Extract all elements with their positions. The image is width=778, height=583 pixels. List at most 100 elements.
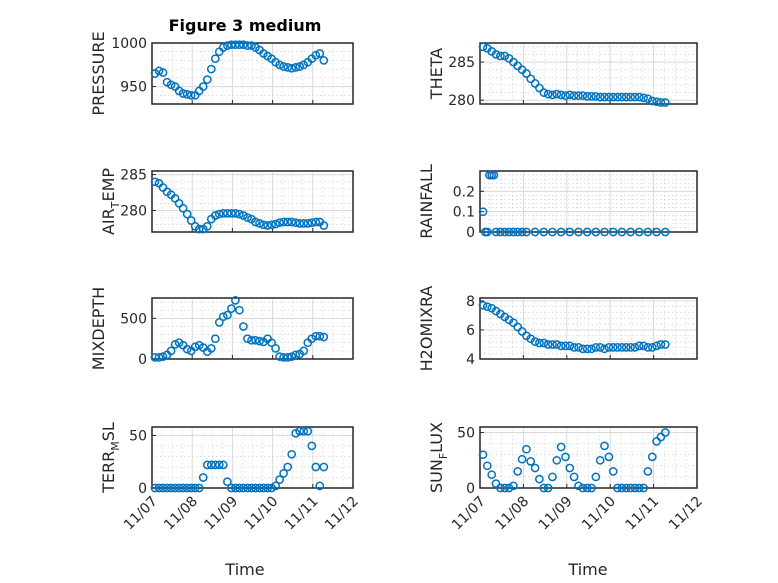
data-point [259, 483, 268, 493]
data-point [247, 41, 256, 50]
axes-box [151, 170, 354, 233]
data-point [178, 203, 188, 213]
data-point [198, 473, 208, 482]
data-point [656, 340, 666, 349]
plot-area [151, 426, 354, 489]
series-h2omixra [478, 300, 670, 354]
xtick-label: 11/11 [282, 494, 322, 534]
ytick-label: 0 [466, 481, 475, 497]
data-point [604, 92, 614, 102]
data-point [166, 346, 176, 356]
data-point [287, 217, 297, 227]
data-point [478, 207, 488, 217]
data-point [271, 219, 280, 229]
xlabel-right: Time [567, 560, 607, 579]
data-point [556, 442, 566, 452]
data-point [608, 227, 618, 237]
data-point [522, 444, 531, 454]
data-point [202, 75, 212, 84]
data-point [239, 40, 248, 50]
data-point [223, 310, 232, 320]
data-point [227, 304, 236, 313]
data-point [287, 352, 297, 361]
data-point [643, 94, 653, 104]
data-point [582, 344, 592, 354]
data-point [251, 483, 260, 493]
data-point [617, 343, 627, 352]
data-point [543, 340, 553, 349]
data-point [522, 69, 531, 78]
data-point [158, 68, 168, 77]
xtick-label: 11/09 [536, 494, 576, 534]
data-point [574, 481, 583, 491]
data-point [517, 227, 527, 237]
ytick-label: 500 [120, 311, 147, 327]
xtick-label: 11/08 [161, 494, 201, 534]
data-point [303, 426, 313, 436]
data-point [247, 335, 256, 345]
ytick-label: 4 [466, 352, 475, 368]
data-point [634, 483, 644, 493]
ytick-label: 0.2 [453, 184, 475, 200]
axes-h2omixra: 4 6 8 H2OMIXRA [417, 286, 698, 371]
data-point [243, 483, 252, 493]
data-point [231, 483, 240, 493]
data-point [513, 467, 523, 476]
data-point [526, 457, 536, 466]
ytick-label: 285 [448, 55, 475, 71]
axes-mixdepth: 0 500 MIXDEPTH [89, 287, 354, 370]
data-point [190, 342, 200, 352]
data-point [617, 227, 627, 237]
data-point [210, 211, 220, 220]
data-point [639, 483, 648, 493]
data-point [582, 227, 592, 237]
data-point [539, 338, 549, 348]
data-point [287, 449, 297, 459]
data-point [170, 340, 180, 349]
data-point [174, 483, 184, 493]
data-point [315, 49, 325, 58]
data-point [647, 343, 657, 352]
data-point [535, 474, 544, 484]
ytick-label: 0.1 [453, 205, 475, 221]
data-point [223, 208, 232, 218]
data-point [190, 483, 200, 493]
data-point [291, 218, 301, 228]
data-point [634, 92, 644, 102]
axes-box [151, 297, 354, 360]
data-point [613, 92, 622, 102]
data-point [271, 344, 280, 353]
data-point [291, 63, 301, 72]
data-point [565, 90, 575, 100]
data-point [482, 302, 492, 312]
data-point [170, 483, 180, 493]
data-point [194, 224, 204, 234]
ylabel-main: PRESSURE [89, 31, 108, 115]
xlabel-left: Time [224, 560, 264, 579]
data-point [587, 92, 596, 101]
data-point [604, 452, 614, 462]
data-point [652, 227, 661, 237]
data-point [239, 483, 248, 493]
data-point [478, 300, 488, 310]
data-point [643, 227, 653, 237]
data-point [491, 227, 501, 237]
data-point [231, 296, 240, 305]
data-point [574, 227, 583, 237]
data-point [639, 341, 648, 351]
data-point [530, 227, 540, 237]
data-point [214, 209, 224, 219]
xtick-label: 11/12 [666, 494, 706, 534]
data-point [206, 460, 216, 470]
ytick-label: 50 [457, 426, 475, 442]
data-point [556, 341, 566, 351]
series-mixdepth [150, 296, 329, 362]
data-point [617, 92, 627, 102]
data-point [569, 91, 579, 100]
data-point [239, 211, 248, 220]
data-point [303, 219, 313, 228]
axes-rainfall: 0 0.1 0.2 RAINFALL [417, 164, 698, 241]
data-point [235, 209, 244, 219]
